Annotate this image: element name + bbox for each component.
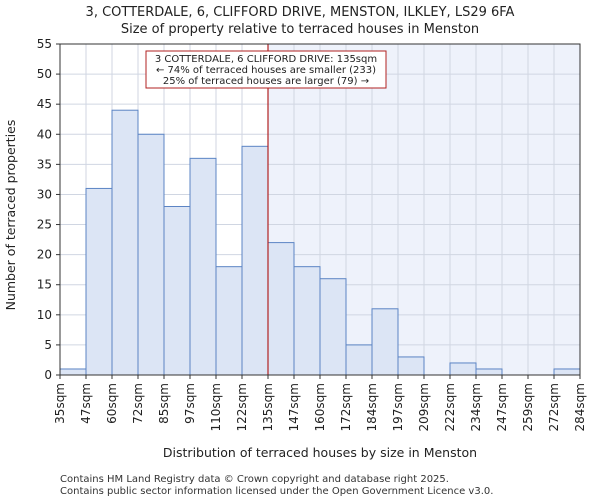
histogram-bar [293,266,321,376]
x-tick-label: 184sqm [365,383,379,431]
x-tick-label: 97sqm [183,383,197,424]
x-tick-label: 160sqm [313,383,327,431]
histogram-bar [319,278,347,376]
histogram-bar [59,368,87,376]
x-tick-label: 259sqm [521,383,535,431]
histogram-bar [163,205,191,376]
x-tick-label: 272sqm [547,383,561,431]
x-tick-label: 85sqm [157,383,171,424]
histogram-bar [215,266,243,376]
histogram-bar [397,356,425,376]
histogram-bar [345,344,373,376]
histogram-bar [111,109,139,376]
y-tick-label: 50 [37,67,52,81]
x-tick-label: 234sqm [469,383,483,431]
y-tick-label: 15 [37,278,52,292]
x-tick-label: 172sqm [339,383,353,431]
x-tick-label: 284sqm [573,383,587,431]
x-tick-labels: 35sqm 47sqm 60sqm 72sqm 85sqm 97sqm 110sqm 122s… [53,375,587,431]
x-tick-label: 197sqm [391,383,405,431]
y-tick-label: 10 [37,308,52,322]
bars-group [59,109,581,376]
x-tick-label: 110sqm [209,383,223,431]
histogram-bar [553,368,581,376]
x-tick-label: 209sqm [417,383,431,431]
histogram-bar [475,368,503,376]
annotation-line-2: ← 74% of terraced houses are smaller (23… [156,65,376,76]
chart-subtitle: Size of property relative to terraced ho… [121,22,479,37]
y-tick-label: 45 [37,97,52,111]
footer-line-2: Contains public sector information licen… [60,486,493,497]
x-tick-label: 72sqm [131,383,145,424]
y-axis-label: Number of terraced properties [3,120,18,311]
y-tick-label: 55 [37,37,52,51]
x-tick-label: 47sqm [79,383,93,424]
annotation-border [145,50,387,89]
y-tick-label: 5 [44,338,52,352]
annotation-line-3: 25% of terraced houses are larger (79) → [163,76,369,87]
annotation-line-1: 3 COTTERDALE, 6 CLIFFORD DRIVE: 135sqm [155,54,377,65]
y-tick-label: 30 [37,187,52,201]
y-tick-label: 25 [37,218,52,232]
y-tick-labels: 0 5 10 15 20 25 30 35 40 45 50 55 [37,37,60,382]
x-tick-label: 60sqm [105,383,119,424]
x-tick-label: 35sqm [53,383,67,424]
y-tick-label: 40 [37,127,52,141]
histogram-bar [241,145,269,376]
y-tick-label: 35 [37,157,52,171]
x-tick-label: 222sqm [443,383,457,431]
histogram-bar [449,362,477,376]
histogram-bar [189,157,217,376]
x-axis-label: Distribution of terraced houses by size … [163,445,477,460]
chart-title: 3, COTTERDALE, 6, CLIFFORD DRIVE, MENSTO… [86,5,515,20]
annotation-box: 3 COTTERDALE, 6 CLIFFORD DRIVE: 135sqm ←… [145,50,387,89]
y-tick-label: 0 [44,368,52,382]
histogram-bar [371,308,399,376]
histogram-bar [267,242,295,376]
footer-line-1: Contains HM Land Registry data © Crown c… [60,474,449,485]
x-tick-label: 135sqm [261,383,275,431]
histogram-bar [137,133,165,376]
y-tick-label: 20 [37,248,52,262]
x-tick-label: 122sqm [235,383,249,431]
histogram-bar [85,187,113,376]
x-tick-label: 247sqm [495,383,509,431]
x-tick-label: 147sqm [287,383,301,431]
